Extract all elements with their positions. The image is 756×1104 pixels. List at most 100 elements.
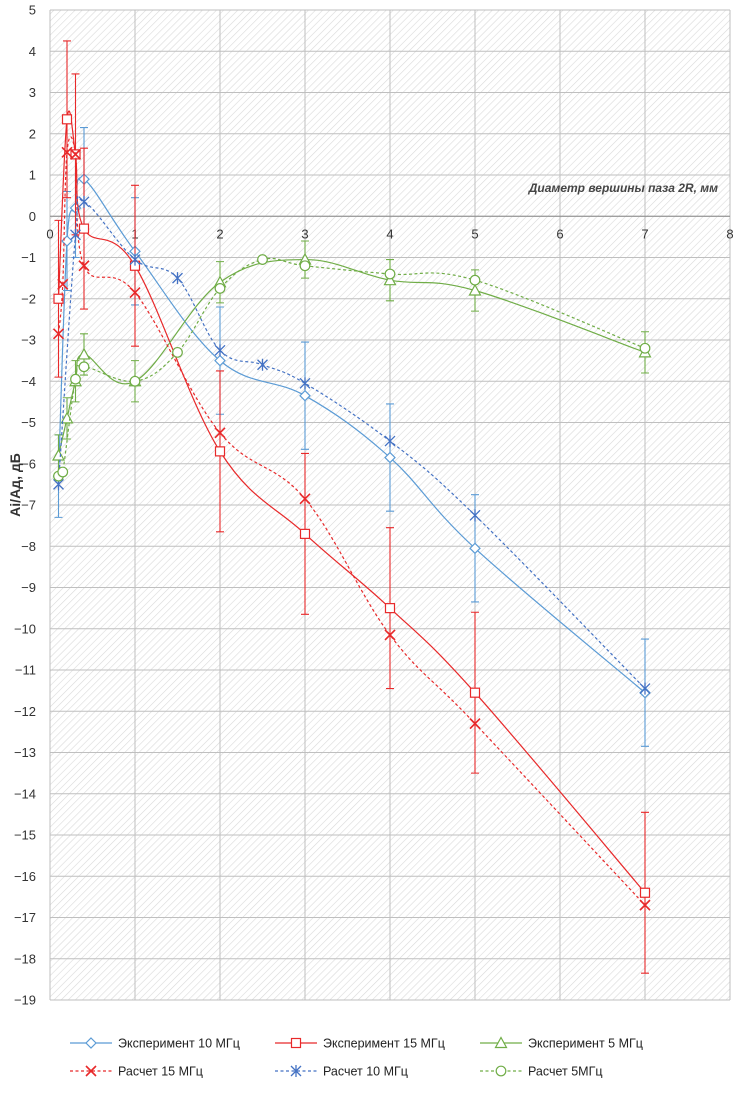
legend-item: Расчет 15 МГц [70,1065,203,1079]
data-point-circle [639,342,651,354]
data-point-x [299,493,311,505]
data-point-x [85,1065,97,1077]
data-point-x [52,328,65,340]
data-point-square [78,223,90,234]
data-point-diamond [214,354,226,367]
data-point-asterisk [299,377,311,390]
data-point-asterisk [257,358,268,371]
y-tick-label: 2 [29,126,36,141]
x-tick-label: 5 [471,226,478,241]
data-point-circle [57,466,69,478]
data-point-square [214,446,226,457]
data-point-triangle [383,273,397,286]
y-tick-label: −11 [15,663,36,678]
y-tick-label: 0 [29,209,36,224]
y-tick-label: −5 [21,415,36,430]
data-point-circle [172,346,183,358]
data-point-circle [469,274,481,286]
series-line [57,177,646,694]
y-tick-label: −17 [14,910,36,925]
y-tick-label: −10 [14,621,36,636]
data-point-x [129,286,141,299]
legend-label: Расчет 5МГц [528,1065,603,1079]
legend-label: Эксперимент 10 МГц [118,1037,240,1051]
y-tick-label: 1 [29,168,36,183]
y-tick-label: −6 [21,456,36,471]
series-3 [52,136,651,911]
data-point-x [214,427,226,439]
data-point-circle [214,283,226,294]
data-point-circle [129,375,141,387]
data-point-square [299,528,311,539]
data-point-x [639,899,651,911]
y-tick-label: 4 [29,44,36,59]
y-tick-label: −2 [21,291,36,306]
data-point-diamond [85,1037,97,1049]
y-tick-label: −3 [21,333,36,348]
data-point-x [57,278,69,290]
x-tick-label: 3 [301,226,308,241]
data-point-diamond [469,542,481,555]
series-line [57,136,646,906]
data-point-diamond [384,451,396,464]
data-point-diamond [299,389,311,402]
data-point-circle [78,361,90,373]
y-tick-label: −19 [14,993,36,1008]
data-point-square [384,603,396,614]
legend-item: Расчет 10 МГц [275,1065,408,1079]
data-point-square [61,114,73,125]
data-point-x [61,146,73,158]
legend-label: Эксперимент 5 МГц [528,1037,643,1051]
x-tick-label: 2 [216,226,223,241]
series-layer [51,40,652,974]
y-tick-label: −14 [14,786,36,801]
x-tick-label: 8 [726,226,733,241]
data-point-square [469,687,481,698]
y-tick-label: 3 [29,85,36,100]
legend: Эксперимент 10 МГц Эксперимент 15 МГц Эксп… [70,1036,643,1079]
y-tick-label: −15 [14,828,36,843]
data-point-square [639,887,651,898]
x-tick-label: 0 [46,226,53,241]
data-point-circle [257,254,268,265]
y-tick-label: −16 [14,869,36,884]
data-point-circle [384,268,396,280]
x-tick-label: 7 [641,226,648,241]
data-point-x [69,148,82,160]
series-line [57,196,646,689]
series-1 [53,40,651,974]
series-4 [53,195,651,695]
legend-item: Эксперимент 15 МГц [275,1037,445,1051]
y-axis-label: Ai/Aд, дБ [7,453,23,517]
legend-item: Эксперимент 10 МГц [70,1037,240,1051]
x-tick-label: 6 [556,226,563,241]
data-point-asterisk [78,195,90,208]
y-tick-label: −7 [21,498,36,513]
legend-item: Эксперимент 5 МГц [480,1036,643,1051]
y-tick-label: −18 [14,951,36,966]
data-point-x [384,629,396,641]
data-point-asterisk [639,682,651,695]
x-tick-label: 4 [386,226,393,241]
y-tick-label: −12 [14,704,36,719]
data-point-x [78,260,90,272]
y-tick-label: −4 [21,374,36,389]
data-point-circle [495,1065,507,1077]
data-point-triangle [51,448,66,461]
data-point-asterisk [290,1065,302,1077]
data-point-circle [70,373,81,385]
data-point-circle [299,260,311,272]
data-point-asterisk [129,253,141,266]
data-point-square [53,293,64,304]
data-point-triangle [494,1036,508,1049]
x-axis-label: Диаметр вершины паза 2R, мм [528,181,718,195]
data-point-asterisk [172,272,183,285]
data-point-square [290,1037,302,1049]
data-point-asterisk [214,344,226,357]
data-point-triangle [468,283,482,296]
data-point-asterisk [70,228,81,241]
y-tick-label: 5 [29,3,36,18]
data-point-x [469,718,481,730]
y-tick-label: −9 [21,580,36,595]
